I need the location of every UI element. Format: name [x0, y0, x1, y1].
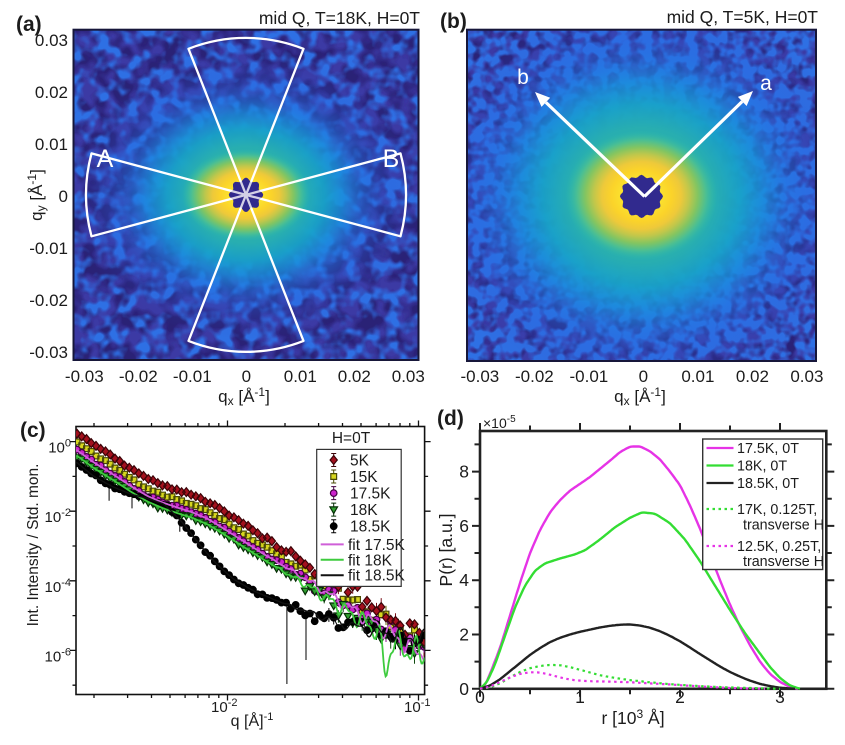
svg-text:0: 0	[242, 367, 251, 386]
svg-text:4: 4	[459, 570, 469, 590]
svg-text:-0.01: -0.01	[29, 239, 68, 258]
svg-text:(d): (d)	[437, 407, 464, 430]
svg-text:-0.02: -0.02	[29, 291, 68, 310]
svg-text:-0.02: -0.02	[119, 367, 158, 386]
svg-text:2: 2	[459, 625, 469, 645]
svg-text:transverse H: transverse H	[743, 518, 824, 534]
svg-text:0.02: 0.02	[338, 367, 371, 386]
svg-text:mid Q, T=5K, H=0T: mid Q, T=5K, H=0T	[667, 7, 819, 27]
svg-text:b: b	[517, 66, 529, 89]
svg-text:-0.03: -0.03	[65, 367, 104, 386]
svg-text:0.01: 0.01	[284, 367, 317, 386]
svg-text:-0.03: -0.03	[29, 343, 68, 362]
svg-text:5K: 5K	[350, 453, 370, 470]
svg-text:18.5K: 18.5K	[350, 519, 391, 536]
svg-text:transverse H: transverse H	[743, 554, 824, 570]
svg-text:P(r) [a.u.]: P(r) [a.u.]	[436, 514, 456, 587]
svg-text:A: A	[97, 145, 114, 173]
svg-text:18K: 18K	[350, 502, 378, 519]
svg-text:0.03: 0.03	[392, 367, 425, 386]
svg-text:r [103 Å]: r [103 Å]	[601, 707, 664, 728]
svg-text:0: 0	[639, 367, 648, 386]
svg-text:-0.02: -0.02	[515, 367, 554, 386]
svg-text:Int. Intensity / Std. mon.: Int. Intensity / Std. mon.	[25, 464, 42, 627]
svg-text:0.03: 0.03	[790, 367, 823, 386]
svg-text:B: B	[383, 145, 400, 173]
svg-text:H=0T: H=0T	[332, 430, 371, 447]
svg-text:0.01: 0.01	[681, 367, 714, 386]
svg-text:a: a	[760, 72, 772, 95]
svg-text:0.02: 0.02	[35, 83, 68, 102]
svg-text:0: 0	[459, 679, 469, 699]
svg-text:0: 0	[59, 187, 68, 206]
svg-text:6: 6	[459, 516, 469, 536]
svg-text:17K, 0.125T,: 17K, 0.125T,	[737, 502, 817, 518]
svg-text:12.5K, 0.25T,: 12.5K, 0.25T,	[737, 539, 821, 555]
svg-text:0.03: 0.03	[35, 31, 68, 50]
svg-text:-0.01: -0.01	[570, 367, 609, 386]
svg-text:mid Q, T=18K, H=0T: mid Q, T=18K, H=0T	[259, 8, 420, 28]
svg-text:3: 3	[775, 687, 785, 707]
svg-text:2: 2	[675, 687, 685, 707]
svg-text:fit 18.5K: fit 18.5K	[348, 568, 406, 585]
svg-text:0.02: 0.02	[736, 367, 769, 386]
svg-text:17.5K: 17.5K	[350, 486, 391, 503]
svg-text:17.5K, 0T: 17.5K, 0T	[737, 441, 799, 457]
svg-text:18K, 0T: 18K, 0T	[737, 459, 787, 475]
svg-text:-0.01: -0.01	[173, 367, 212, 386]
svg-text:0.01: 0.01	[35, 135, 68, 154]
svg-text:15K: 15K	[350, 469, 378, 486]
svg-text:18.5K, 0T: 18.5K, 0T	[737, 476, 799, 492]
svg-text:-0.03: -0.03	[461, 367, 500, 386]
svg-text:(b): (b)	[440, 10, 467, 33]
svg-text:8: 8	[459, 462, 469, 482]
svg-text:1: 1	[575, 687, 585, 707]
svg-text:(c): (c)	[20, 419, 46, 442]
svg-text:0: 0	[475, 687, 485, 707]
